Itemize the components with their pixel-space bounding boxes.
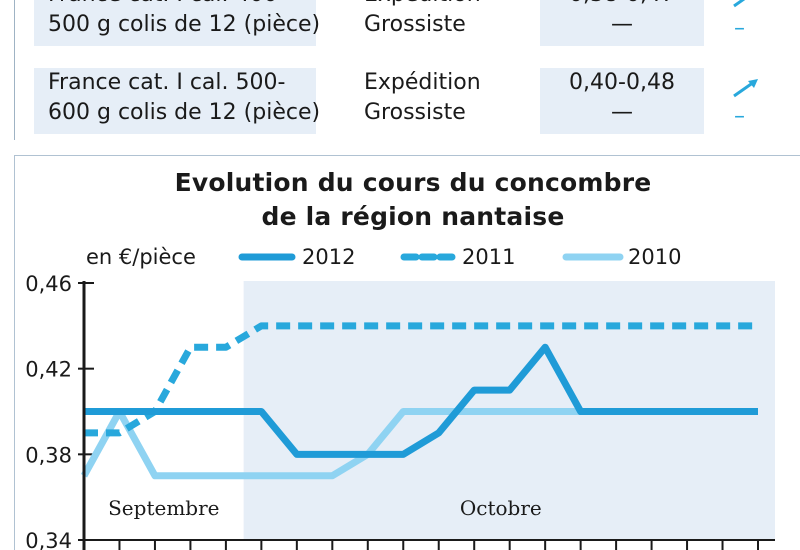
month-labels: Septembre Octobre <box>108 496 542 520</box>
price-cell: 0,40-0,48 — <box>540 68 704 134</box>
price-line1: 0,38-0,47 <box>540 0 704 10</box>
series-lines <box>80 322 758 480</box>
price-line2: — <box>611 12 633 37</box>
table-row: France cat. I cal. 400- 500 g colis de 1… <box>34 0 800 46</box>
legend-label-2012: 2012 <box>302 245 355 269</box>
stage-line1: Expédition <box>364 70 481 95</box>
month-label: Septembre <box>108 496 219 520</box>
trend-dash: – <box>734 104 745 129</box>
arrow-up-right-icon <box>733 0 746 8</box>
price-table: France cat. I cal. 400- 500 g colis de 1… <box>0 0 800 140</box>
y-tick-labels: 0,34 0,38 0,42 0,46 <box>25 272 72 550</box>
trend-cell: – <box>724 68 800 134</box>
y-tick-label: 0,38 <box>25 443 72 467</box>
legend: 2012 2011 2010 <box>238 245 681 269</box>
product-cell: France cat. I cal. 500- 600 g colis de 1… <box>34 68 321 134</box>
price-cell: 0,38-0,47 — <box>540 0 704 46</box>
product-line1: France cat. I cal. 500- <box>48 70 286 95</box>
chart-title-line2: de la région nantaise <box>261 202 565 231</box>
month-label: Octobre <box>460 496 542 520</box>
stage-cell: Expédition Grossiste <box>352 68 522 134</box>
stage-line1: Expédition <box>364 0 522 10</box>
y-tick-label: 0,42 <box>25 358 72 382</box>
y-tick-label: 0,46 <box>25 272 72 296</box>
unit-label: en €/pièce <box>86 245 196 269</box>
x-axis-ticks <box>118 540 759 550</box>
trend-cell: – <box>724 0 800 46</box>
stage-line2: Grossiste <box>364 100 466 125</box>
y-tick-label: 0,34 <box>25 529 72 550</box>
price-line2: — <box>611 100 633 125</box>
price-line1: 0,40-0,48 <box>569 70 675 95</box>
product-line1: France cat. I cal. 400- <box>48 0 316 10</box>
stage-cell: Expédition Grossiste <box>352 0 522 46</box>
table-left-border <box>14 0 15 140</box>
chart-frame <box>14 155 800 550</box>
series-line-2012 <box>84 343 758 458</box>
product-line2: 500 g colis de 12 (pièce) <box>48 12 321 37</box>
series-line-2011 <box>84 322 758 437</box>
table-row: France cat. I cal. 500- 600 g colis de 1… <box>34 68 800 134</box>
legend-label-2011: 2011 <box>462 245 515 269</box>
stage-line2: Grossiste <box>364 12 466 37</box>
product-line2: 600 g colis de 12 (pièce) <box>48 100 321 125</box>
arrow-up-right-icon <box>733 79 758 98</box>
trend-dash: – <box>734 16 745 41</box>
chart-title-line1: Evolution du cours du concombre <box>174 168 652 197</box>
legend-label-2010: 2010 <box>628 245 681 269</box>
product-cell: France cat. I cal. 400- 500 g colis de 1… <box>34 0 321 46</box>
